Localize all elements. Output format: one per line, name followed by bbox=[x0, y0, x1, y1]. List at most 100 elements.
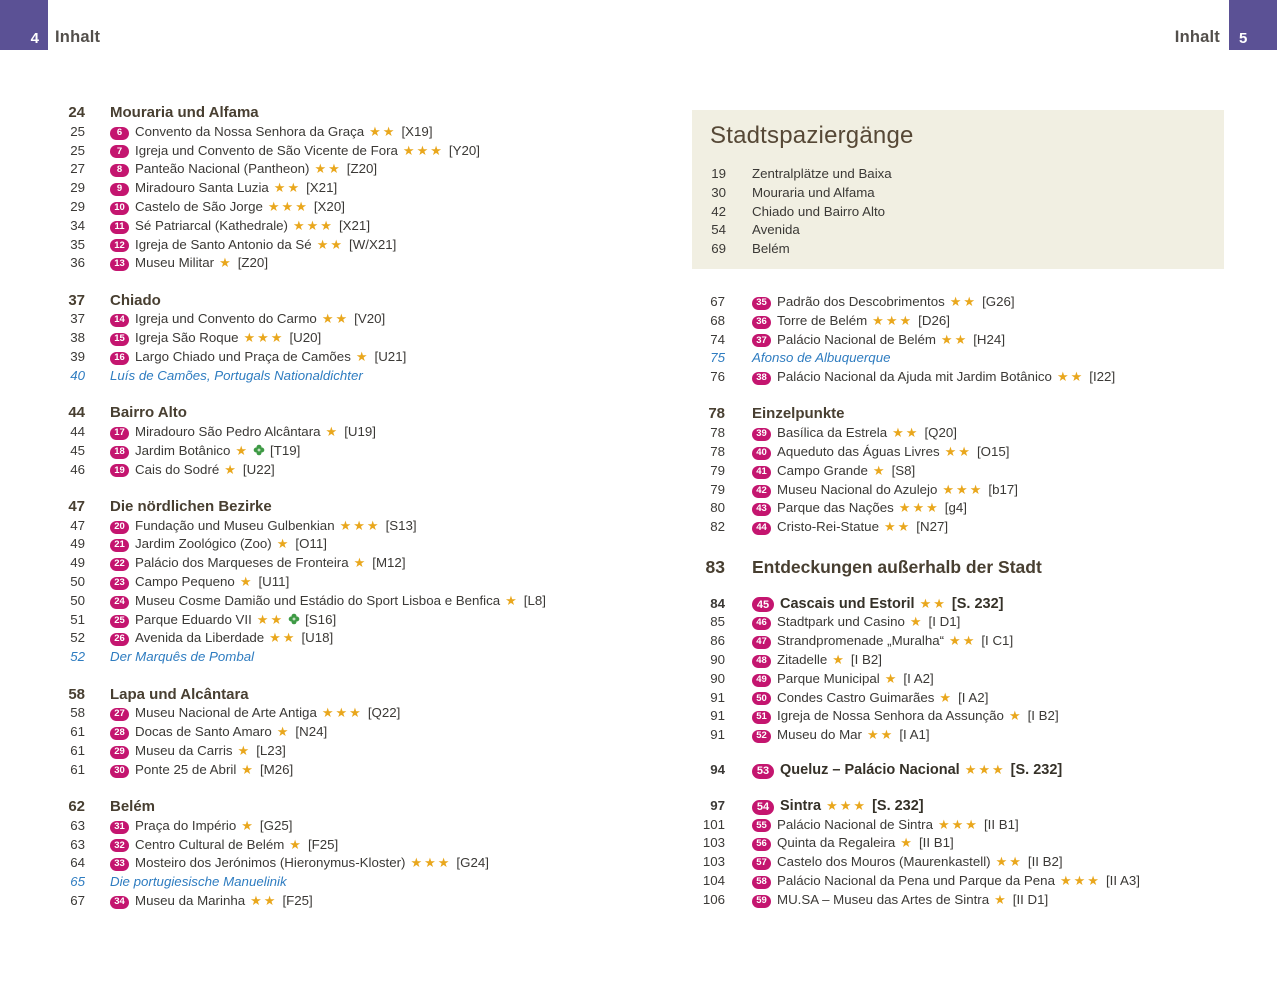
entry-number-badge: 27 bbox=[110, 708, 129, 722]
toc-entry: 106 59 MU.SA – Museu das Artes de Sintra ★[… bbox=[692, 891, 1277, 910]
entry-label: Castelo dos Mouros (Maurenkastell) bbox=[777, 854, 991, 870]
entry-content: 7 Igreja und Convento de São Vicente de F… bbox=[85, 142, 480, 161]
map-ref: [L23] bbox=[256, 742, 286, 758]
entry-number-badge: 22 bbox=[110, 558, 129, 572]
toc-entry: 103 56 Quinta da Regaleira ★ [II B1] bbox=[692, 834, 1277, 853]
entry-number-badge: 48 bbox=[752, 654, 771, 668]
toc-entry: 51 25 Parque Eduardo VII ★★ [S16] bbox=[40, 611, 650, 630]
toc-entry: 61 28 Docas de Santo Amaro ★ [N24] bbox=[40, 723, 650, 742]
entry-content: 29 Museu da Carris ★ [L23] bbox=[85, 742, 286, 761]
star-rating: ★ bbox=[237, 742, 252, 758]
entry-page-number: 63 bbox=[70, 836, 85, 852]
entry-content: 38 Palácio Nacional da Ajuda mit Jardim B… bbox=[725, 368, 1115, 387]
entry-page-number: 97 bbox=[710, 797, 725, 813]
entry-number-badge: 57 bbox=[752, 857, 771, 871]
map-ref: [I B2] bbox=[850, 651, 882, 667]
toc-section: 62 Belém 63 31 Praça do Império ★ [G25] 63 32 Cen… bbox=[40, 798, 650, 911]
map-ref: [II A3] bbox=[1105, 872, 1140, 888]
star-rating: ★★★ bbox=[339, 517, 381, 533]
entry-page-number: 90 bbox=[710, 670, 725, 686]
entry-label: Afonso de Albuquerque bbox=[752, 350, 891, 366]
walks-page-number: 42 bbox=[711, 203, 726, 219]
entry-page-number: 52 bbox=[70, 649, 85, 665]
walks-label: Chiado und Bairro Alto bbox=[752, 203, 886, 219]
entry-number-badge: 18 bbox=[110, 445, 129, 459]
entry-label: Miradouro Santa Luzia bbox=[135, 180, 269, 196]
entry-content: 42 Museu Nacional do Azulejo ★★★ [b17] bbox=[725, 481, 1018, 500]
toc-entry: 76 38 Palácio Nacional da Ajuda mit Jardim… bbox=[692, 368, 1277, 387]
entry-label: Torre de Belém bbox=[777, 312, 868, 328]
map-ref: [T19] bbox=[270, 442, 301, 458]
entry-label: Centro Cultural de Belém bbox=[135, 836, 285, 852]
toc-entry: 50 23 Campo Pequeno ★ [U11] bbox=[40, 573, 650, 592]
walks-item: 19 Zentralplätze und Baixa bbox=[710, 165, 1224, 184]
entry-page-number: 61 bbox=[70, 724, 85, 740]
map-ref: [I C1] bbox=[981, 633, 1014, 649]
entry-content: 56 Quinta da Regaleira ★ [II B1] bbox=[725, 834, 954, 853]
map-ref: [G24] bbox=[456, 855, 489, 871]
star-rating: ★ bbox=[276, 536, 291, 552]
entry-content: 40 Aqueduto das Águas Livres ★★ [O15] bbox=[725, 443, 1009, 462]
toc-entry: 49 21 Jardim Zoológico (Zoo) ★ [O11] bbox=[40, 535, 650, 554]
entry-content: 31 Praça do Império ★ [G25] bbox=[85, 817, 292, 836]
entry-content: 49 Parque Municipal ★ [I A2] bbox=[725, 670, 934, 689]
entry-page-number: 52 bbox=[70, 630, 85, 646]
section-page-number: 58 bbox=[68, 685, 85, 703]
section-title: Einzelpunkte bbox=[752, 405, 845, 423]
entry-content: 50 Condes Castro Guimarães ★ [I A2] bbox=[725, 689, 988, 708]
toc-entry: 104 58 Palácio Nacional da Pena und Parque… bbox=[692, 872, 1277, 891]
walks-item: 54 Avenida bbox=[710, 221, 1224, 240]
entry-page-number: 79 bbox=[710, 481, 725, 497]
toc-entry: 79 42 Museu Nacional do Azulejo ★★★ [b17] bbox=[692, 481, 1277, 500]
toc-entry: 25 7 Igreja und Convento de São Vicente de… bbox=[40, 142, 650, 161]
entry-label: Aqueduto das Águas Livres bbox=[777, 444, 940, 460]
section-heading: 58 Lapa und Alcântara bbox=[40, 686, 650, 705]
toc-entry: 58 27 Museu Nacional de Arte Antiga ★★★ [Q22… bbox=[40, 704, 650, 723]
entry-content: 19 Cais do Sodré ★ [U22] bbox=[85, 461, 275, 480]
entry-label: Der Marquês de Pombal bbox=[110, 649, 255, 665]
entry-number-badge: 23 bbox=[110, 576, 129, 590]
walks-item: 69 Belém bbox=[710, 240, 1224, 259]
entry-page-number: 74 bbox=[710, 331, 725, 347]
entry-label: Castelo de São Jorge bbox=[135, 198, 263, 214]
entry-label: Palácio Nacional da Ajuda mit Jardim Bot… bbox=[777, 369, 1052, 385]
map-ref: [U19] bbox=[344, 423, 376, 439]
entry-page-number: 94 bbox=[710, 762, 725, 778]
entry-label: Cais do Sodré bbox=[135, 461, 220, 477]
toc-entry: 78 40 Aqueduto das Águas Livres ★★ [O15] bbox=[692, 443, 1277, 462]
entry-label: Luís de Camões, Portugals Nationaldichte… bbox=[110, 367, 363, 383]
star-rating: ★★★ bbox=[872, 312, 914, 328]
toc-entry: 78 39 Basílica da Estrela ★★ [Q20] bbox=[692, 424, 1277, 443]
entry-content: 58 Palácio Nacional da Pena und Parque da… bbox=[725, 872, 1140, 891]
entry-page-number: 106 bbox=[702, 891, 725, 907]
section-title: Lapa und Alcântara bbox=[110, 685, 249, 703]
entry-label: Avenida da Liberdade bbox=[135, 630, 265, 646]
star-rating: ★★ bbox=[919, 595, 947, 611]
entry-label: Panteão Nacional (Pantheon) bbox=[135, 161, 310, 177]
entry-number-badge: 56 bbox=[752, 838, 771, 852]
star-rating: ★ bbox=[939, 689, 954, 705]
entry-content: 20 Fundação und Museu Gulbenkian ★★★ [S13] bbox=[85, 517, 417, 536]
star-rating: ★★★ bbox=[964, 762, 1006, 778]
entry-number-badge: 26 bbox=[110, 633, 129, 647]
star-rating: ★ bbox=[355, 349, 370, 365]
map-ref: [O11] bbox=[295, 536, 327, 552]
toc-entry: 67 35 Padrão dos Descobrimentos ★★ [G26] bbox=[692, 293, 1277, 312]
entry-content: 34 Museu da Marinha ★★ [F25] bbox=[85, 892, 313, 911]
entry-content: 21 Jardim Zoológico (Zoo) ★ [O11] bbox=[85, 535, 327, 554]
entry-label: Miradouro São Pedro Alcântara bbox=[135, 423, 321, 439]
entry-page-number: 51 bbox=[70, 611, 85, 627]
toc-entry: 94 53 Queluz – Palácio Nacional ★★★ [S. 232] bbox=[692, 761, 1277, 780]
star-rating: ★★★ bbox=[937, 816, 979, 832]
entry-number-badge: 31 bbox=[110, 820, 129, 834]
walks-page-number: 54 bbox=[711, 222, 726, 238]
map-ref: [I B2] bbox=[1027, 708, 1059, 724]
entry-label: Jardim Zoológico (Zoo) bbox=[135, 536, 272, 552]
toc-entry: 85 46 Stadtpark und Casino ★ [I D1] bbox=[692, 613, 1277, 632]
entry-content: 46 Stadtpark und Casino ★ [I D1] bbox=[725, 613, 960, 632]
map-ref: [S. 232] bbox=[872, 797, 924, 814]
entry-page-number: 34 bbox=[70, 217, 85, 233]
toc-section: 67 35 Padrão dos Descobrimentos ★★ [G26] 68 36… bbox=[692, 293, 1277, 387]
star-rating: ★ bbox=[505, 592, 519, 608]
entry-number-badge: 24 bbox=[110, 595, 129, 609]
